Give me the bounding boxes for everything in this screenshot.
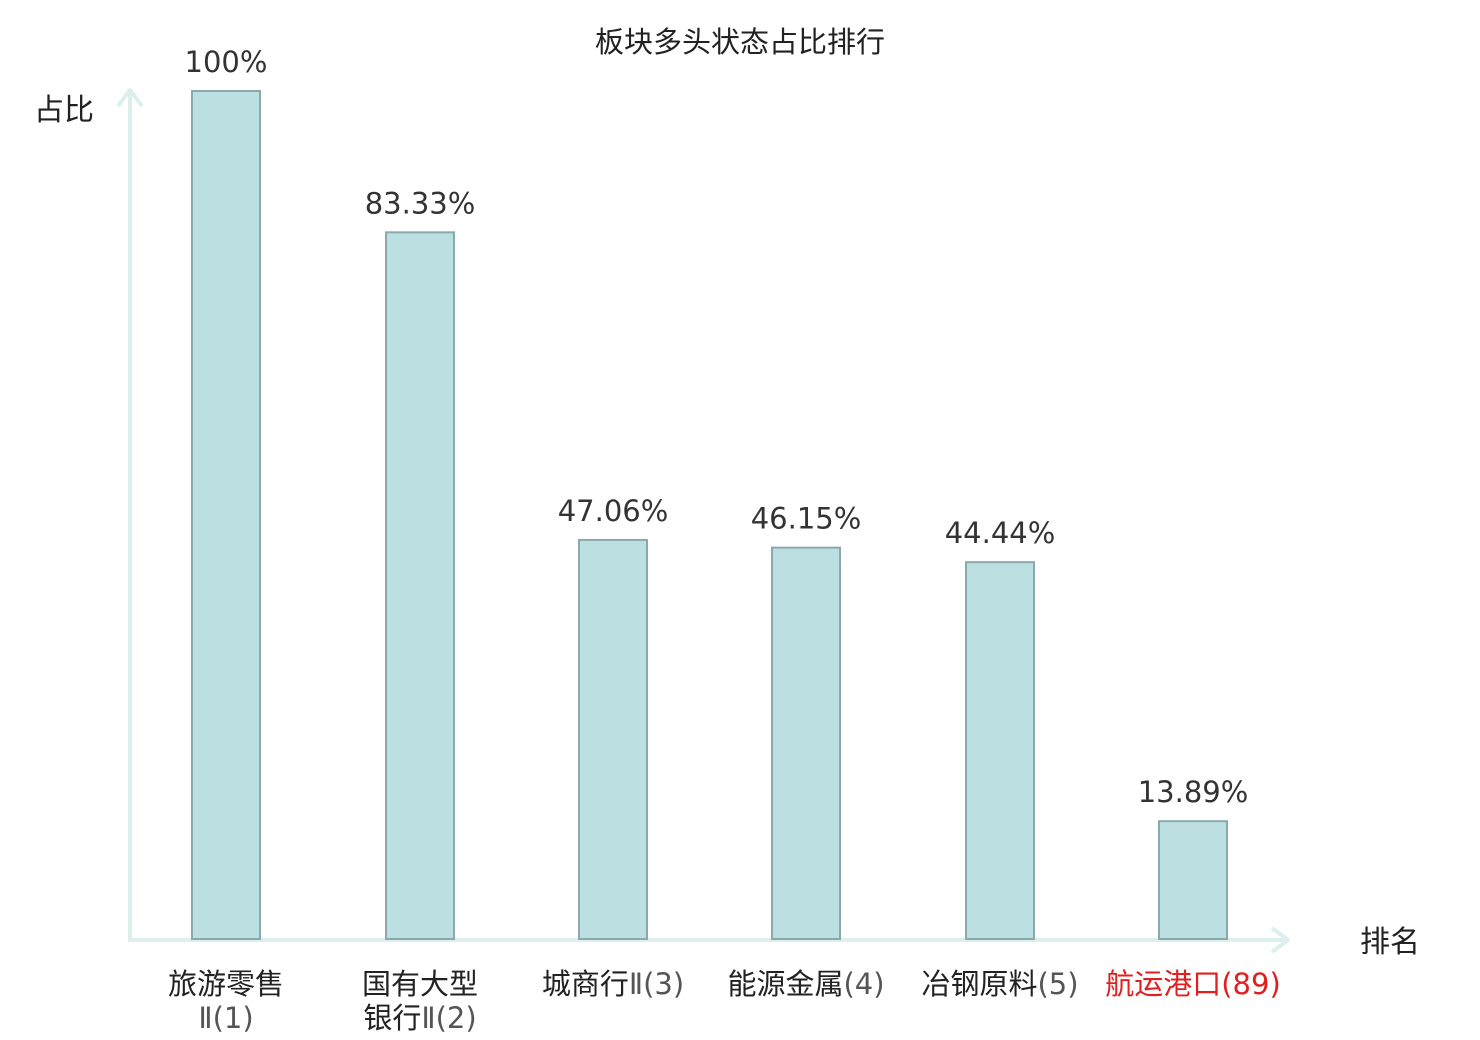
category-label-2: 国有大型银行Ⅱ(2): [362, 967, 478, 1035]
category-label-1: 旅游零售 Ⅱ(1): [168, 967, 284, 1035]
value-label-1: 100%: [185, 45, 268, 79]
category-name: 冶钢原料: [921, 967, 1037, 1001]
category-label-6: 航运港口(89): [1105, 967, 1281, 1001]
category-name: 城商行: [542, 967, 629, 1001]
category-label-5: 冶钢原料(5): [921, 967, 1078, 1001]
category-name: 国有大型: [362, 967, 478, 1001]
category-label-3: 城商行Ⅱ(3): [542, 967, 684, 1001]
category-rank: (4): [843, 967, 884, 1001]
category-label-line: 银行Ⅱ(2): [363, 1001, 476, 1035]
category-label-line: 冶钢原料(5): [921, 967, 1078, 1001]
category-rank: (89): [1221, 967, 1281, 1001]
value-label-2: 83.33%: [365, 186, 476, 220]
category-label-line: 国有大型: [362, 967, 478, 1001]
y-axis-arrow: [116, 88, 144, 108]
x-axis-title: 排名: [1360, 925, 1420, 960]
category-name: 银行: [363, 1001, 421, 1035]
category-name: 能源金属: [727, 967, 843, 1001]
x-axis-arrow: [1270, 926, 1290, 954]
y-axis-title: 占比: [34, 93, 94, 128]
category-label-line: 城商行Ⅱ(3): [542, 967, 684, 1001]
bar-3: [578, 538, 648, 940]
bar-2: [385, 231, 455, 941]
bar-1: [191, 90, 261, 940]
value-labels: 100% 83.33% 47.06% 46.15% 44.44% 13.89%: [185, 45, 1249, 809]
chart-title: 板块多头状态占比排行: [595, 25, 885, 59]
value-label-5: 44.44%: [945, 516, 1056, 550]
value-label-6: 13.89%: [1138, 775, 1249, 809]
bar-5: [965, 561, 1035, 940]
category-name: 航运港口: [1105, 967, 1221, 1001]
bar-6: [1158, 820, 1228, 941]
bars: [191, 90, 1228, 941]
bar-4: [771, 546, 841, 940]
category-label-line: Ⅱ(1): [198, 1001, 253, 1035]
category-rank: Ⅱ(3): [629, 967, 684, 1001]
category-rank: Ⅱ(1): [198, 1001, 253, 1035]
value-label-3: 47.06%: [558, 494, 669, 528]
value-label-4: 46.15%: [751, 502, 862, 536]
category-rank: (5): [1037, 967, 1078, 1001]
category-label-line: 航运港口(89): [1105, 967, 1281, 1001]
axes: [116, 88, 1290, 954]
category-name: 旅游零售: [168, 967, 284, 1001]
category-label-line: 旅游零售: [168, 967, 284, 1001]
category-rank: Ⅱ(2): [421, 1001, 476, 1035]
category-label-line: 能源金属(4): [727, 967, 884, 1001]
category-label-4: 能源金属(4): [727, 967, 884, 1001]
category-labels: 旅游零售 Ⅱ(1) 国有大型银行Ⅱ(2) 城商行Ⅱ(3) 能源金属(4) 冶钢原料(5) 航…: [168, 967, 1281, 1035]
